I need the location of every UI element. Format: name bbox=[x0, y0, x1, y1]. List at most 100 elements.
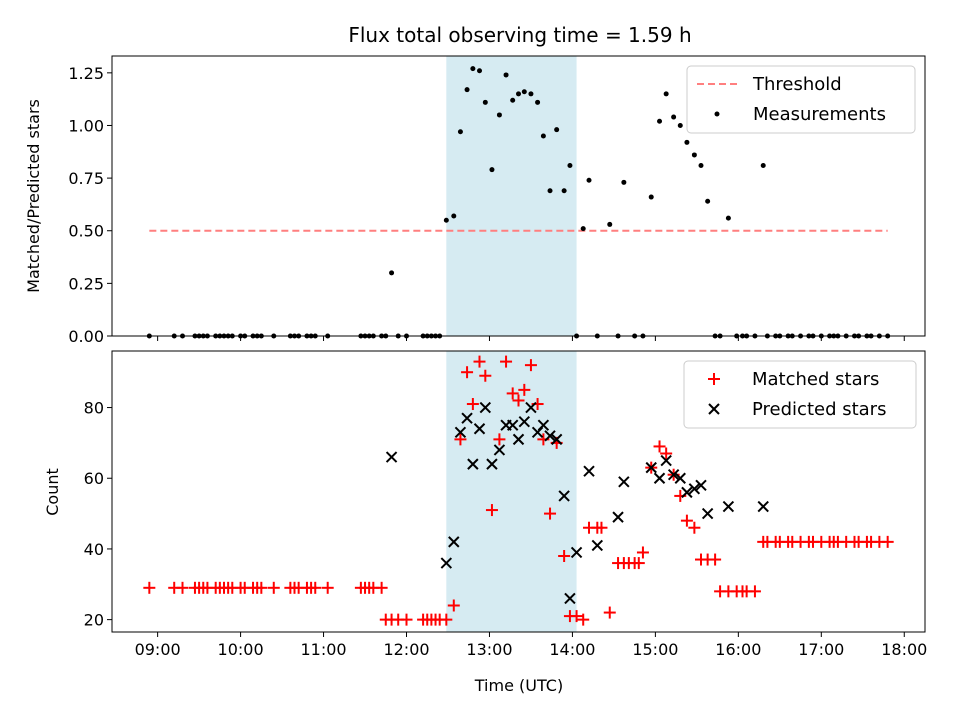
bottom-matched-stars-point bbox=[570, 610, 583, 623]
bottom-predicted-stars-point bbox=[518, 415, 531, 428]
bottom-matched-stars-point bbox=[709, 553, 722, 566]
bottom-xtick-label: 16:00 bbox=[715, 640, 761, 659]
bottom-predicted-stars-point bbox=[506, 419, 519, 431]
bottom-matched-stars-point bbox=[688, 521, 701, 534]
bottom-matched-stars-point bbox=[454, 433, 467, 446]
bottom-predicted-stars-point bbox=[701, 507, 714, 520]
top-measurements-point bbox=[698, 162, 704, 168]
bottom-xtick-label: 11:00 bbox=[300, 640, 346, 659]
bottom-matched-stars-point bbox=[466, 398, 479, 411]
bottom-predicted-stars-point bbox=[558, 490, 570, 502]
bottom-matched-stars-point bbox=[881, 535, 894, 548]
bottom-predicted-stars-point bbox=[591, 539, 604, 552]
bottom-matched-stars-point bbox=[375, 581, 388, 594]
bottom-matched-stars-point bbox=[636, 546, 649, 559]
bottom-matched-stars-point bbox=[400, 613, 413, 626]
legend-matched-label: Matched stars bbox=[752, 369, 879, 390]
bottom-matched-stars-point bbox=[493, 433, 506, 446]
top-chart: Flux total observing time = 1.59 h 0.000… bbox=[24, 23, 926, 346]
legend-threshold-label: Threshold bbox=[752, 74, 842, 95]
top-measurements-point bbox=[470, 66, 476, 72]
top-legend: Threshold Measurements bbox=[686, 65, 916, 134]
top-ytick-label: 0.00 bbox=[68, 327, 104, 346]
legend-measurements-label: Measurements bbox=[753, 104, 886, 125]
top-ytick-label: 0.75 bbox=[68, 169, 104, 188]
bottom-predicted-stars-point bbox=[564, 592, 576, 605]
bottom-matched-stars-point bbox=[485, 504, 498, 517]
bottom-xtick-label: 10:00 bbox=[218, 640, 264, 659]
bottom-matched-stars-point bbox=[143, 581, 156, 594]
bottom-predicted-stars-point bbox=[544, 430, 556, 442]
bottom-predicted-stars-point bbox=[660, 454, 672, 467]
bottom-matched-stars-point bbox=[473, 355, 486, 368]
bottom-axes-frame bbox=[111, 350, 926, 633]
top-measurements-point bbox=[677, 122, 683, 128]
bottom-predicted-stars-point bbox=[550, 433, 563, 446]
bottom-legend-box bbox=[683, 360, 917, 429]
bottom-matched-stars-point bbox=[558, 550, 571, 563]
bottom-matched-stars-point bbox=[518, 383, 531, 396]
bottom-matched-stars-point bbox=[176, 581, 189, 594]
bottom-predicted-stars-point bbox=[493, 444, 506, 456]
top-measurements-point bbox=[516, 91, 521, 97]
top-measurements-point bbox=[657, 118, 663, 124]
top-axes-frame bbox=[111, 55, 926, 337]
bottom-ytick-label: 20 bbox=[84, 611, 104, 630]
bottom-predicted-stars-point bbox=[667, 469, 680, 481]
top-measurements-point bbox=[586, 177, 592, 183]
top-measurements-point bbox=[580, 226, 586, 232]
bottom-predicted-stars-point bbox=[653, 472, 666, 484]
bottom-matched-stars-point bbox=[632, 557, 645, 570]
bottom-predicted-stars-point bbox=[461, 412, 473, 424]
top-measurements-point bbox=[684, 139, 690, 145]
top-measurements-point bbox=[510, 97, 516, 103]
bottom-xtick-label: 17:00 bbox=[798, 640, 844, 659]
bottom-predicted-stars-point bbox=[537, 419, 550, 431]
bottom-xtick-label: 09:00 bbox=[135, 640, 181, 659]
bottom-predicted-stars-point bbox=[486, 458, 498, 470]
top-measurements-point bbox=[705, 198, 711, 204]
top-measurements-point bbox=[521, 89, 527, 95]
legend-matched-swatch bbox=[708, 373, 720, 385]
top-measurements-point bbox=[503, 72, 509, 78]
bottom-matched-stars-point bbox=[447, 599, 460, 612]
bottom-ytick-label: 40 bbox=[84, 540, 104, 559]
bottom-matched-stars-point bbox=[440, 613, 453, 626]
top-measurements-point bbox=[691, 152, 697, 158]
bottom-matched-stars-point bbox=[309, 581, 322, 594]
top-measurements-point bbox=[489, 167, 495, 173]
top-ytick-label: 1.25 bbox=[68, 64, 104, 83]
top-measurements-point bbox=[648, 194, 654, 200]
top-measurements-point bbox=[760, 162, 766, 168]
bottom-matched-stars-point bbox=[603, 606, 616, 619]
top-ytick-label: 0.25 bbox=[68, 274, 104, 293]
bottom-matched-stars-point bbox=[461, 366, 474, 379]
top-measurements-point bbox=[457, 129, 463, 135]
bottom-observing-span bbox=[446, 351, 577, 632]
bottom-xtick-label: 13:00 bbox=[466, 640, 512, 659]
top-measurements-point bbox=[482, 99, 488, 105]
bottom-ytick-label: 60 bbox=[84, 469, 104, 488]
top-measurements-point bbox=[528, 91, 534, 97]
bottom-matched-stars-point bbox=[267, 581, 280, 594]
legend-predicted-label: Predicted stars bbox=[752, 399, 886, 420]
top-measurements-point bbox=[607, 221, 613, 227]
bottom-predicted-stars-point bbox=[757, 500, 769, 513]
bottom-legend: Matched stars Predicted stars bbox=[683, 360, 917, 429]
bottom-predicted-stars-point bbox=[618, 476, 630, 488]
bottom-ylabel: Count bbox=[43, 468, 62, 516]
top-measurements-point bbox=[540, 133, 546, 139]
top-measurements-point bbox=[535, 99, 541, 105]
bottom-predicted-stars-point bbox=[583, 465, 595, 477]
bottom-predicted-stars-point bbox=[722, 500, 735, 513]
bottom-predicted-stars-point bbox=[681, 486, 693, 499]
bottom-predicted-stars-point bbox=[479, 401, 492, 414]
bottom-matched-stars-point bbox=[506, 387, 519, 400]
bottom-predicted-stars-point bbox=[454, 426, 467, 439]
bottom-xtick-label: 14:00 bbox=[549, 640, 595, 659]
legend-measurements-swatch bbox=[714, 111, 720, 117]
bottom-predicted-stars-point bbox=[688, 483, 701, 495]
bottom-predicted-stars-point bbox=[525, 401, 537, 414]
top-measurements-point bbox=[567, 162, 573, 168]
bottom-predicted-stars-point bbox=[695, 479, 707, 492]
